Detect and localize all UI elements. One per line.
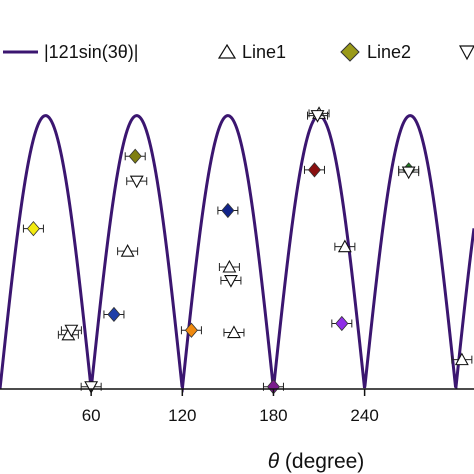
triangle-down-marker: [223, 275, 238, 288]
legend-triangle-up-marker: [217, 43, 237, 59]
legend: |121sin(3θ)| Line1 Line2: [3, 42, 474, 62]
triangle-down-marker: [310, 110, 325, 123]
legend-label-line2: Line2: [367, 42, 411, 62]
x-ticks: 60 120 180 240: [82, 389, 379, 425]
x-tick-label: 180: [259, 406, 287, 425]
x-tick-label: 60: [82, 406, 101, 425]
line1-marker: [222, 259, 237, 273]
line1-marker: [454, 352, 469, 366]
legend-diamond-marker: [340, 42, 360, 62]
triangle-down-marker: [129, 175, 144, 189]
x-axis-unit: (degree): [279, 450, 364, 473]
legend-label-curve: |121sin(3θ)|: [44, 42, 138, 62]
line2-marker: [221, 202, 235, 219]
x-tick-label: 240: [350, 406, 378, 425]
line2-marker: [307, 162, 322, 178]
curve-line: [0, 114, 474, 393]
triangle-down-marker: [84, 381, 99, 394]
curve-layer: [0, 114, 474, 393]
line2-marker: [128, 148, 142, 164]
x-axis-symbol: θ: [268, 450, 280, 473]
line2-marker: [26, 220, 40, 237]
x-tick-label: 120: [168, 406, 196, 425]
line1-marker: [337, 239, 352, 253]
x-axis-label: θ (degree): [268, 450, 365, 473]
line1-marker: [120, 244, 135, 257]
legend-triangle-down-marker: [458, 45, 474, 61]
triangle-down-marker: [64, 324, 79, 338]
points-layer: [22, 106, 473, 395]
line2-marker: [184, 322, 198, 338]
triangle-down-marker: [401, 166, 416, 180]
legend-label-line1: Line1: [242, 42, 286, 62]
line1-marker: [227, 325, 241, 339]
line2-marker: [335, 315, 349, 332]
line2-marker: [107, 306, 121, 323]
